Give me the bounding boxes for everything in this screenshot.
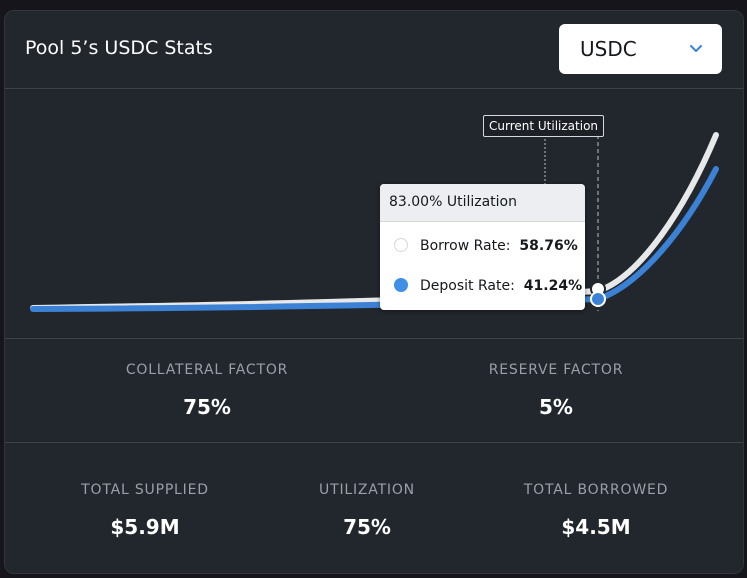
asset-select[interactable]: USDC (559, 24, 722, 74)
card-title: Pool 5’s USDC Stats (25, 37, 213, 59)
section-divider (5, 338, 743, 339)
tooltip-deposit-row: Deposit Rate: 41.24% (394, 276, 582, 296)
tooltip-borrow-value: 58.76% (519, 238, 578, 254)
section-divider (5, 442, 743, 443)
pool-stats-card: Pool 5’s USDC Stats USDC Current Utiliza… (4, 10, 744, 574)
deposit-rate-curve (30, 166, 719, 312)
collateral-factor-label: COLLATERAL FACTOR (125, 362, 289, 378)
total-borrowed-value: $4.5M (561, 515, 631, 539)
total-supplied-value: $5.9M (110, 515, 180, 539)
tooltip-title: 83.00% Utilization (380, 184, 585, 222)
tooltip-borrow-row: Borrow Rate: 58.76% (394, 236, 578, 256)
rate-curves (30, 132, 719, 312)
utilization-value: 75% (343, 515, 391, 539)
rate-tooltip: 83.00% Utilization Borrow Rate: 58.76% De… (380, 184, 585, 310)
reserve-factor-label: RESERVE FACTOR (488, 362, 624, 378)
tooltip-borrow-label: Borrow Rate: (420, 238, 511, 254)
reserve-factor-value: 5% (539, 395, 573, 419)
collateral-factor-value: 75% (183, 395, 231, 419)
tooltip-deposit-label: Deposit Rate: (420, 278, 515, 294)
interest-rate-chart[interactable]: Current Utilization 83.00% Utilization B… (5, 89, 743, 338)
chevron-down-icon (690, 45, 702, 52)
borrow-legend-dot (394, 238, 408, 252)
tooltip-deposit-value: 41.24% (523, 278, 583, 294)
total-supplied-label: TOTAL SUPPLIED (81, 482, 209, 498)
total-borrowed-label: TOTAL BORROWED (523, 482, 669, 498)
deposit-legend-dot (394, 278, 408, 292)
card-header: Pool 5’s USDC Stats USDC (5, 11, 743, 89)
current-utilization-label: Current Utilization (483, 115, 605, 137)
asset-select-value: USDC (580, 37, 637, 61)
deposit-rate-marker[interactable] (590, 291, 606, 307)
utilization-label: UTILIZATION (319, 482, 415, 498)
borrow-rate-curve (30, 132, 719, 311)
